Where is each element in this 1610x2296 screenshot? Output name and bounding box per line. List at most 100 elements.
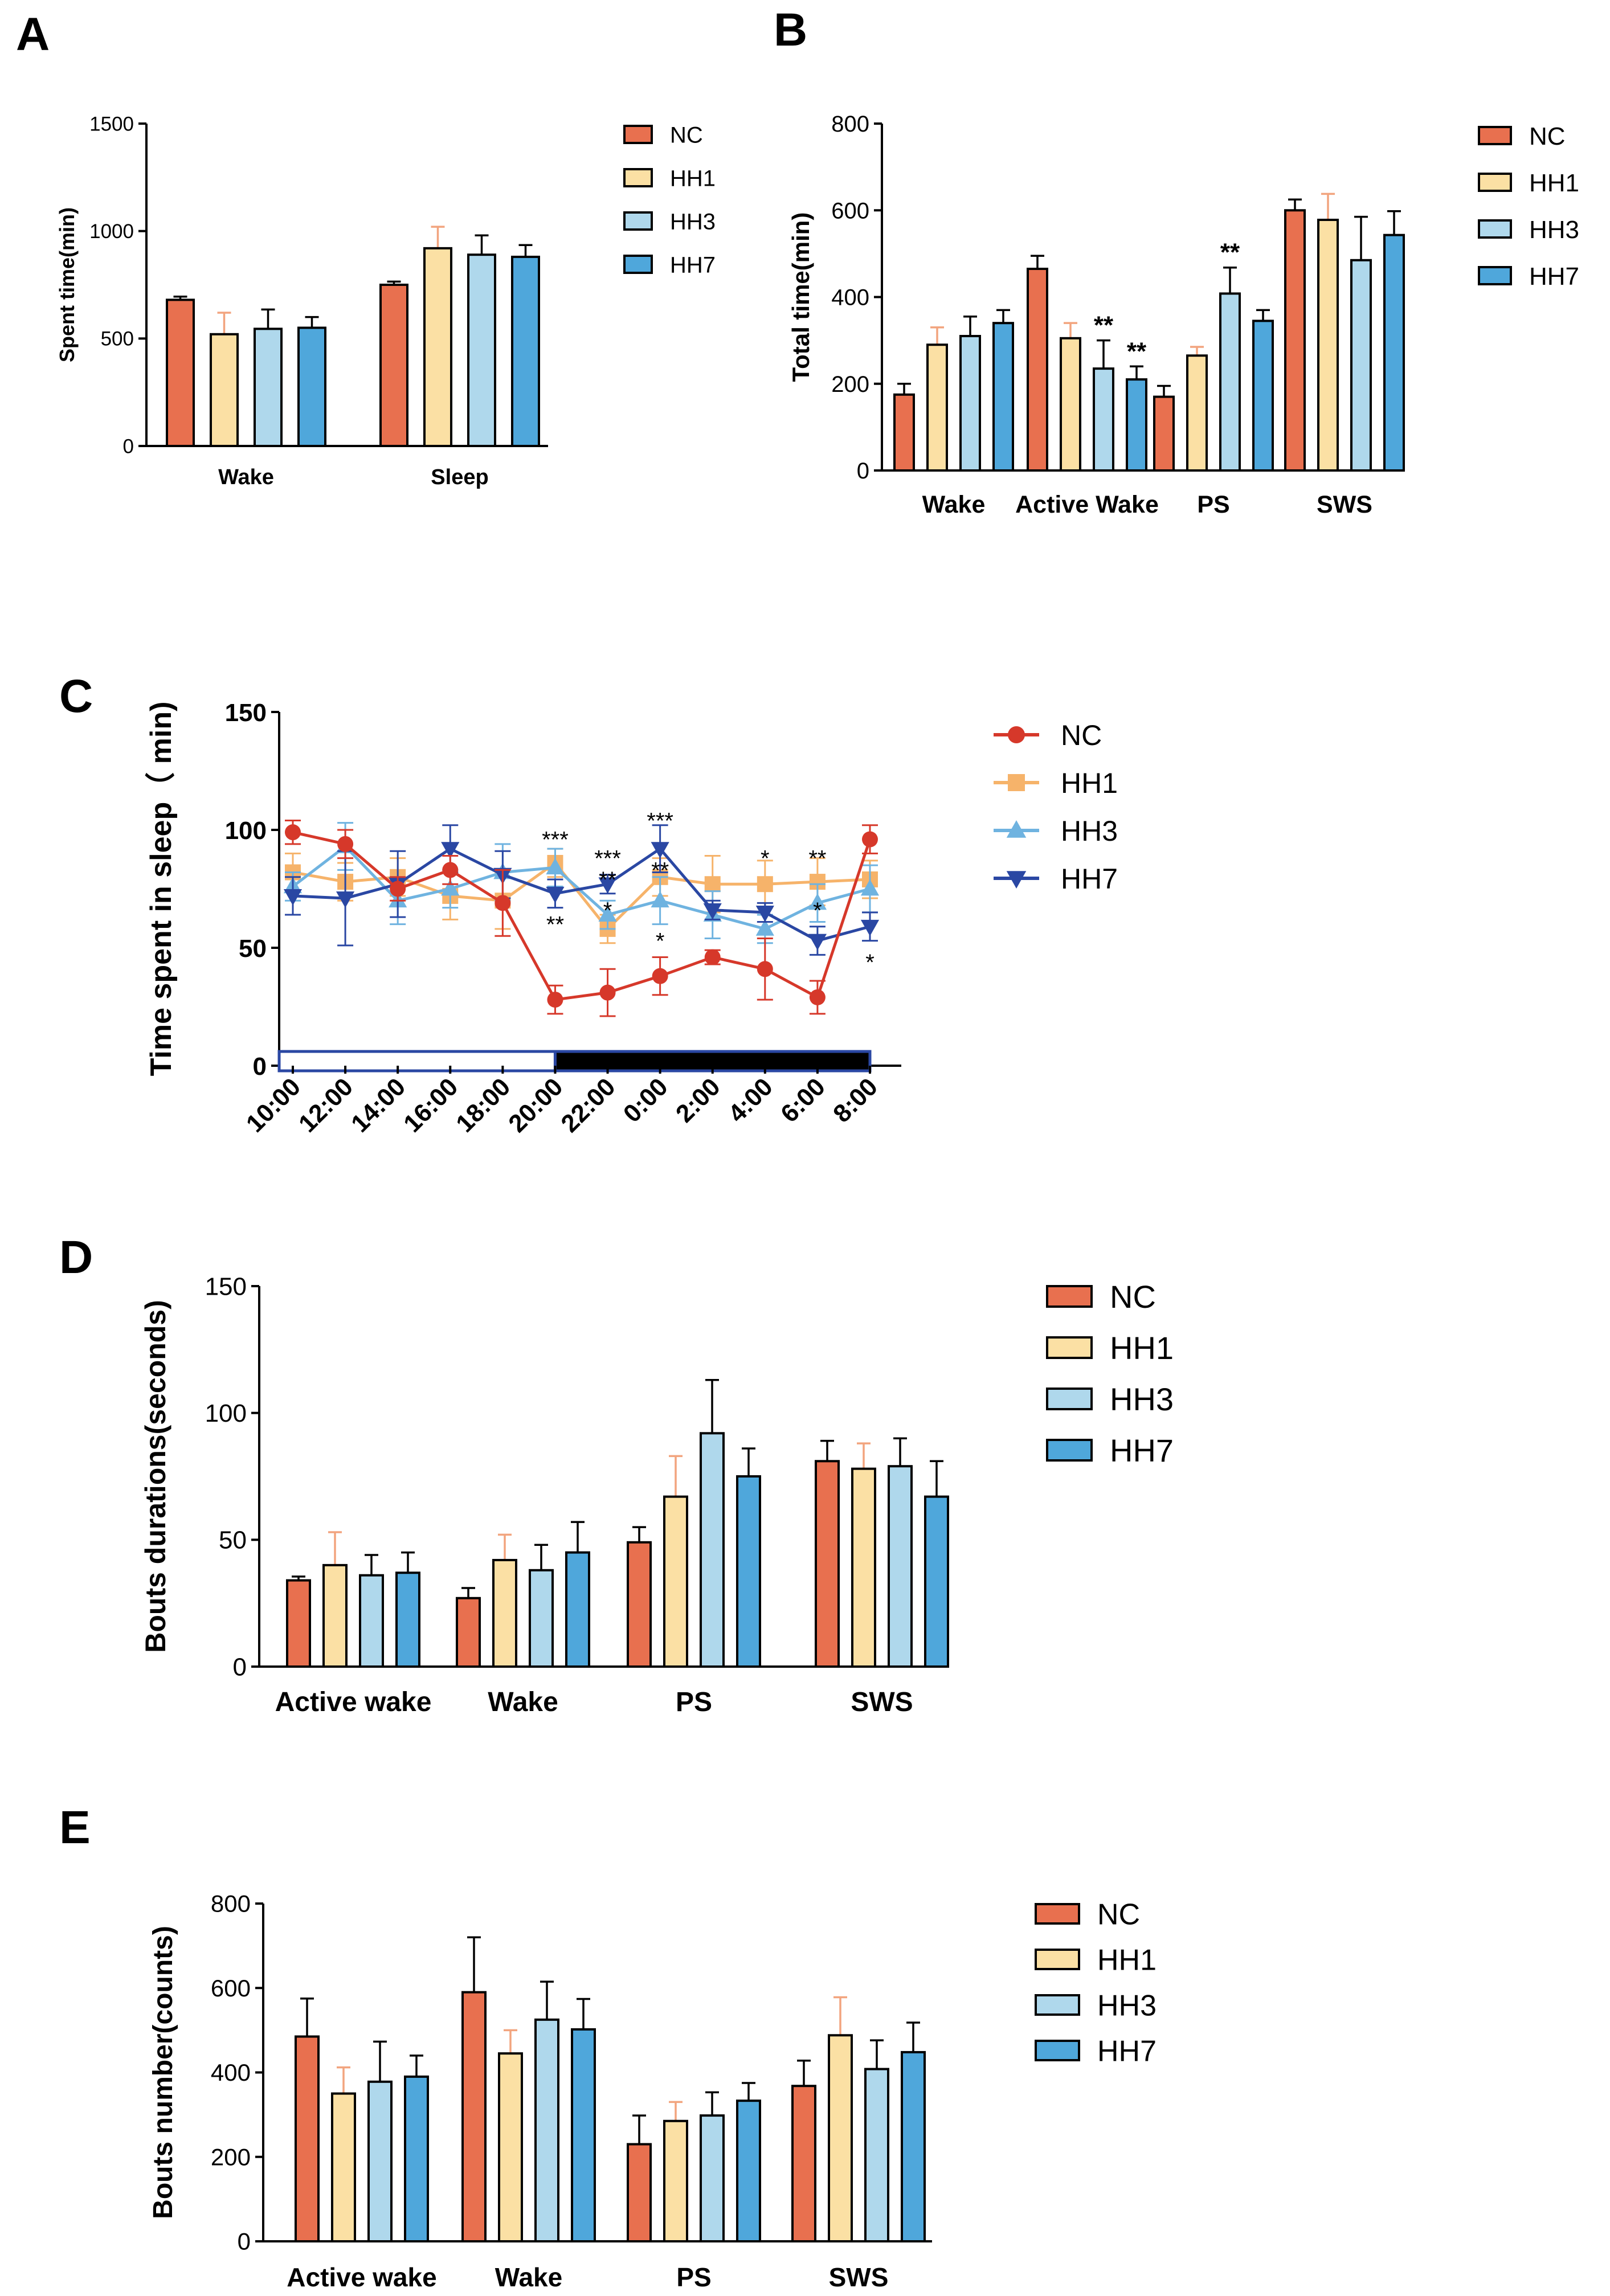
x-category-label-sws: SWS [851, 1687, 913, 1717]
x-category-label-ps: PS [676, 2262, 711, 2292]
y-tick-label: 800 [831, 112, 869, 137]
series-line-nc [292, 830, 872, 1001]
x-tick-label: 10:00 [241, 1073, 306, 1137]
bar-hh1-ps [663, 1495, 688, 1668]
bar-nc-sws [791, 2085, 816, 2242]
y-tick-label: 600 [831, 198, 869, 223]
y-tick-label: 500 [101, 328, 134, 350]
bar-hh7-sws [1383, 234, 1405, 472]
data-point-hh3 [441, 879, 460, 896]
bar-hh3-ps [700, 2114, 725, 2242]
y-tick-label: 1000 [89, 220, 134, 243]
y-tick-label: 1500 [89, 113, 134, 135]
data-point-nc [547, 992, 563, 1008]
y-tick-label: 0 [238, 2228, 251, 2255]
legend-label-nc: NC [1061, 719, 1102, 751]
legend-label-hh1: HH1 [670, 166, 716, 191]
y-tick-label: 100 [225, 817, 267, 845]
significance-marker: ** [651, 858, 669, 883]
bar-nc-wake [456, 1597, 481, 1668]
x-tick-label: 6:00 [775, 1073, 831, 1128]
x-category-label-wake: Wake [495, 2262, 562, 2292]
y-tick-label: 0 [857, 459, 869, 484]
x-tick-label: 12:00 [293, 1073, 358, 1137]
bar-hh1-sws [851, 1467, 876, 1668]
x-category-label-ps: PS [676, 1687, 712, 1717]
x-tick-label: 0:00 [618, 1073, 673, 1128]
x-tick-label: 14:00 [346, 1073, 411, 1137]
significance-marker: *** [647, 808, 673, 833]
bar-hh1-wake [926, 343, 948, 472]
data-point-nc [390, 881, 406, 897]
data-point-nc [495, 895, 511, 911]
bar-nc-sleep [379, 284, 408, 447]
y-tick-label: 150 [225, 699, 267, 727]
data-point-nc [809, 989, 826, 1005]
y-tick-label: 0 [253, 1053, 267, 1081]
panel-letter-e: E [59, 1802, 91, 1853]
bar-hh1-active-wake [331, 2092, 356, 2242]
bar-hh1-sws [828, 2034, 853, 2243]
y-tick-label: 50 [239, 935, 267, 963]
x-category-label-wake: Wake [488, 1687, 558, 1717]
bar-hh7-wake [571, 2028, 596, 2243]
bar-hh3-wake [534, 2018, 559, 2242]
data-point-hh1 [704, 876, 721, 893]
bar-nc-wake [893, 393, 915, 472]
legend-swatch-hh3 [1035, 1994, 1080, 2016]
legend-label-hh3: HH3 [1097, 1990, 1157, 2023]
x-tick-label: 18:00 [451, 1073, 516, 1137]
legend-swatch-hh3 [1478, 219, 1512, 239]
significance-marker: *** [542, 828, 569, 853]
x-category-label-active-wake: Active Wake [1015, 491, 1159, 518]
significance-marker: ** [808, 846, 826, 871]
y-tick-label: 600 [211, 1975, 251, 2002]
data-point-hh3 [651, 891, 669, 908]
bar-hh1-wake [210, 333, 239, 448]
legend-label-nc: NC [1110, 1279, 1156, 1315]
x-tick-label: 8:00 [828, 1073, 883, 1128]
data-point-hh7 [703, 903, 722, 920]
bar-hh3-sws [888, 1465, 913, 1668]
bar-hh7-ps [1252, 320, 1274, 472]
legend-swatch-nc [1035, 1903, 1080, 1925]
bar-nc-active-wake [1027, 268, 1048, 472]
legend-label-hh3: HH3 [1061, 815, 1118, 847]
bar-hh7-wake [565, 1551, 590, 1668]
legend-marker-hh1 [1008, 774, 1025, 791]
data-point-hh7 [860, 919, 880, 936]
significance-marker: * [761, 846, 770, 871]
data-point-hh7 [808, 934, 827, 951]
x-tick-label: 20:00 [503, 1073, 568, 1137]
bar-hh7-active-wake [1126, 378, 1147, 472]
y-tick-label: 800 [211, 1890, 251, 1917]
bar-nc-wake [461, 1991, 487, 2243]
significance-marker: ** [1220, 239, 1240, 267]
panel-letter-a: A [16, 9, 50, 60]
legend-label-hh1: HH1 [1110, 1330, 1174, 1366]
data-point-nc [652, 968, 668, 984]
legend-label-hh1: HH1 [1529, 169, 1579, 197]
data-point-hh7 [283, 889, 303, 906]
x-tick-label: 2:00 [671, 1073, 726, 1128]
significance-marker: * [603, 898, 612, 923]
significance-marker: ** [599, 867, 616, 893]
bar-hh7-ps [736, 1475, 761, 1668]
bar-nc-ps [627, 1541, 652, 1668]
legend-swatch-hh7 [1046, 1439, 1093, 1462]
series-nc [285, 819, 878, 1017]
legend-marker-nc [1008, 726, 1025, 743]
bar-hh1-active-wake [322, 1564, 348, 1668]
data-point-hh1 [757, 876, 773, 893]
data-point-nc [704, 949, 721, 965]
x-category-label-sws: SWS [1317, 491, 1372, 518]
bar-nc-active-wake [286, 1579, 311, 1668]
bar-nc-sws [815, 1460, 840, 1668]
significance-marker: * [813, 898, 822, 923]
data-point-nc [599, 984, 616, 1001]
bar-hh3-sleep [467, 253, 496, 447]
significance-marker: *** [594, 846, 621, 871]
legend-swatch-hh1 [1478, 173, 1512, 192]
bar-hh3-active-wake [367, 2080, 393, 2243]
legend-swatch-hh7 [623, 255, 653, 274]
